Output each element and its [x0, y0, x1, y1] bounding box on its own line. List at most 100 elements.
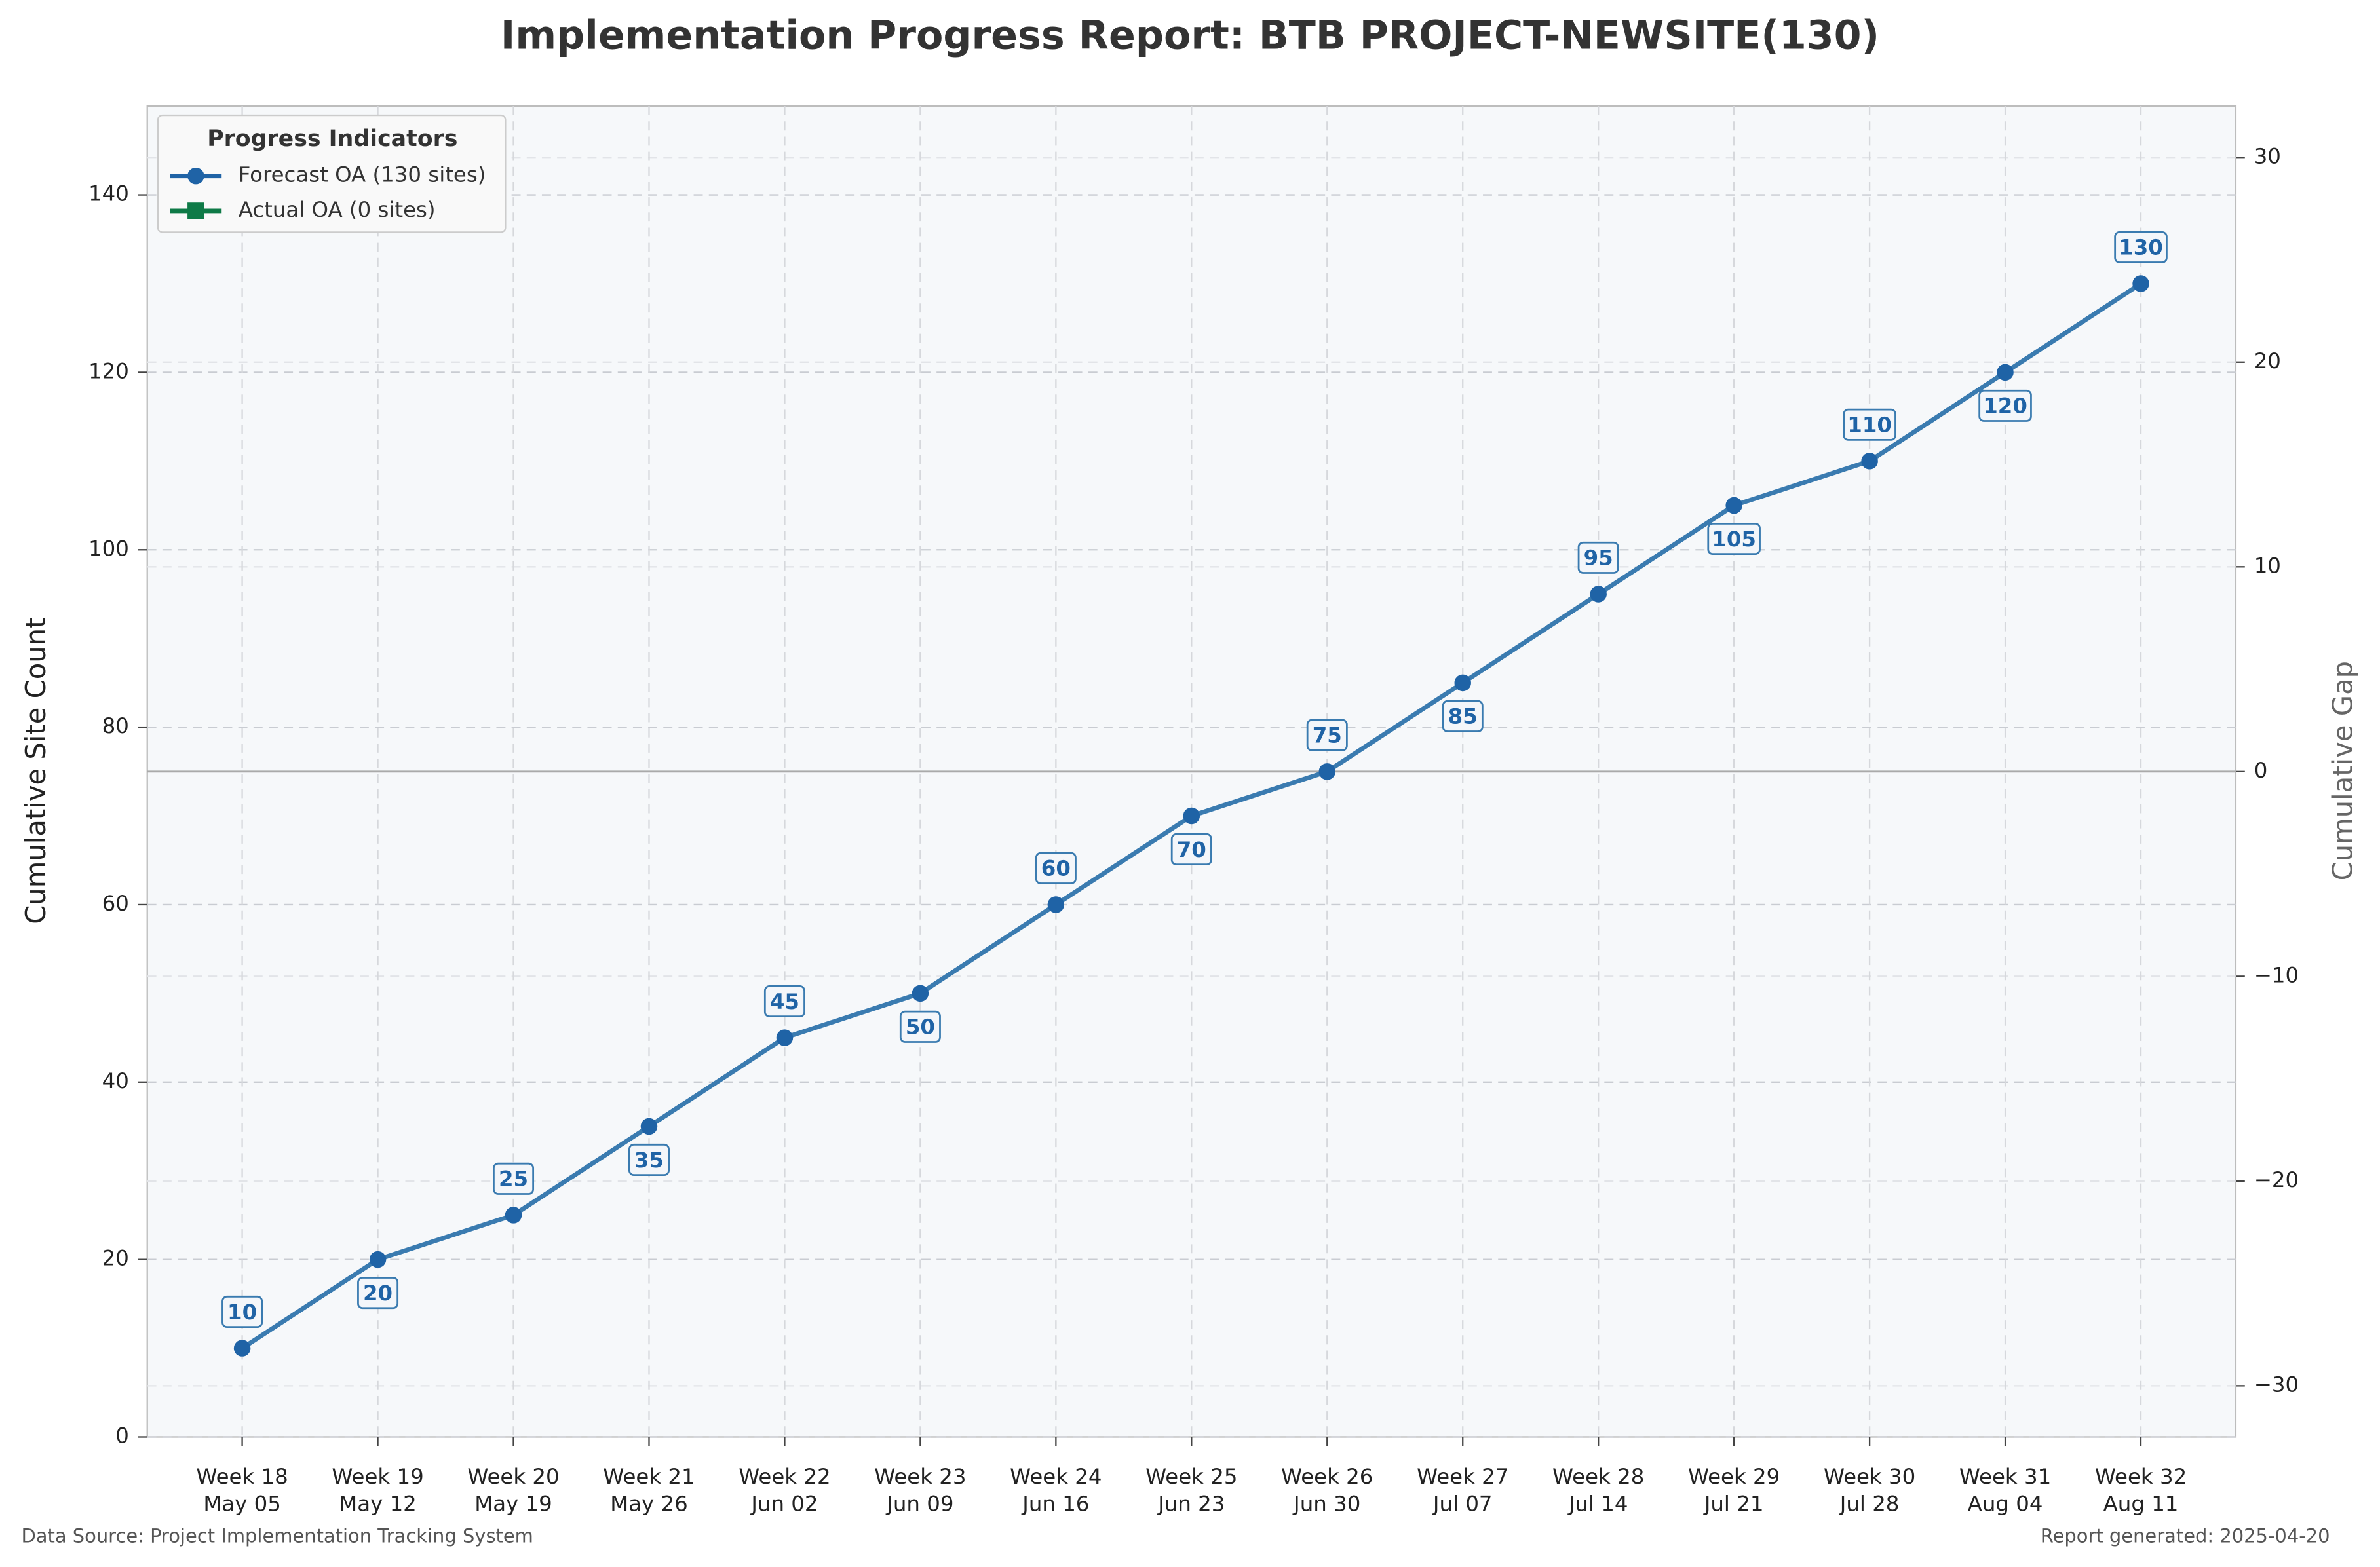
y2-tick-label: 30	[2254, 143, 2281, 168]
marks: 10 20 25 35 45 50 60 70 75 85 95 105 110 120 130	[221, 231, 2168, 1357]
grid: 0 20 40 60 80 100 120 140 −30 −20 −10 0 10 20 30 Week 1…	[88, 106, 2299, 1517]
x-tick-date: Jun 23	[1157, 1492, 1225, 1517]
legend-label: Forecast OA (130 sites)	[239, 162, 486, 187]
y2-tick-label: 0	[2254, 758, 2268, 783]
point	[776, 1029, 794, 1046]
y-tick-label: 120	[88, 358, 129, 383]
point	[1183, 807, 1200, 825]
x-tick-label: Week 25	[1145, 1464, 1237, 1489]
y2-tick-label: 20	[2254, 349, 2281, 373]
data-label: 85	[1448, 704, 1478, 729]
point	[233, 1340, 251, 1357]
x-tick-label: Week 22	[739, 1464, 830, 1489]
label-box	[221, 1295, 263, 1329]
y-tick-label: 100	[88, 536, 129, 561]
point	[369, 1251, 387, 1268]
x-tick-date: Jun 02	[750, 1492, 818, 1517]
x-tick-date: May 05	[203, 1492, 281, 1517]
point	[2132, 275, 2149, 292]
footer-source: Data Source: Project Implementation Trac…	[21, 1524, 533, 1547]
point	[1725, 497, 1742, 514]
legend-marker	[187, 167, 204, 185]
point	[1318, 763, 1336, 780]
y2-tick-label: 10	[2254, 553, 2281, 578]
y2-tick-label: −30	[2254, 1372, 2299, 1397]
data-label: 110	[1847, 413, 1892, 438]
point	[1861, 453, 1878, 470]
x-tick-date: Jun 30	[1292, 1492, 1360, 1517]
point	[1454, 674, 1471, 692]
label-box	[357, 1277, 399, 1310]
point	[505, 1207, 522, 1224]
footer-date: Report generated: 2025-04-20	[2041, 1524, 2330, 1547]
label-box	[899, 1010, 941, 1043]
data-label: 75	[1313, 723, 1342, 748]
label-box	[493, 1162, 535, 1195]
data-label: 10	[227, 1300, 257, 1325]
label-box	[1035, 852, 1077, 884]
y-tick-label: 20	[102, 1246, 129, 1271]
x-tick-date: Jul 14	[1567, 1492, 1628, 1517]
data-label: 105	[1712, 527, 1756, 552]
x-tick-label: Week 26	[1281, 1464, 1373, 1489]
data-label: 130	[2119, 235, 2163, 260]
label-box	[1707, 522, 1761, 556]
x-tick-label: Week 31	[1959, 1464, 2051, 1489]
x-tick-label: Week 18	[196, 1464, 288, 1489]
x-tick-label: Week 28	[1552, 1464, 1644, 1489]
data-label: 50	[906, 1015, 935, 1040]
x-tick-date: May 19	[474, 1492, 552, 1517]
legend-label: Actual OA (0 sites)	[239, 197, 436, 222]
x-tick-date: Aug 04	[1968, 1492, 2043, 1517]
label-box	[1978, 389, 2032, 422]
x-tick-label: Week 24	[1010, 1464, 1102, 1489]
point	[1590, 586, 1607, 603]
legend-box	[157, 114, 507, 233]
y2-axis-label: Cumulative Gap	[2327, 661, 2359, 881]
point	[912, 985, 929, 1002]
x-tick-label: Week 32	[2095, 1464, 2187, 1489]
y-tick-label: 40	[102, 1068, 129, 1093]
y-tick-label: 60	[102, 891, 129, 916]
y-tick-label: 80	[102, 713, 129, 738]
x-tick-label: Week 21	[603, 1464, 695, 1489]
x-tick-date: Jun 16	[1021, 1492, 1089, 1517]
y2-tick-label: −20	[2254, 1167, 2299, 1192]
x-tick-label: Week 30	[1824, 1464, 1915, 1489]
data-label: 35	[634, 1148, 664, 1173]
label-box	[1306, 719, 1348, 751]
data-label: 120	[1983, 394, 2027, 419]
x-tick-label: Week 29	[1688, 1464, 1780, 1489]
data-label: 60	[1041, 856, 1071, 881]
label-box	[1442, 700, 1484, 732]
chart-title: Implementation Progress Report: BTB PROJ…	[501, 13, 1879, 59]
data-label: 95	[1584, 546, 1613, 571]
label-box	[2114, 231, 2168, 263]
y-tick-label: 140	[88, 181, 129, 206]
label-box	[1170, 833, 1212, 866]
legend-marker	[187, 202, 204, 219]
y2-tick-label: −10	[2254, 962, 2299, 987]
x-tick-date: Jul 28	[1839, 1492, 1900, 1517]
legend-title: Progress Indicators	[207, 126, 457, 152]
point	[1047, 896, 1065, 913]
data-label: 20	[363, 1281, 393, 1306]
data-label: 25	[499, 1167, 528, 1192]
label-box	[763, 985, 805, 1018]
y-tick-label: 0	[115, 1423, 129, 1448]
label-box	[1843, 408, 1896, 441]
point	[1997, 364, 2014, 381]
data-label: 45	[770, 989, 799, 1014]
x-tick-label: Week 20	[467, 1464, 559, 1489]
x-tick-date: Jul 21	[1703, 1492, 1764, 1517]
legend: Progress Indicators Forecast OA (130 sit…	[157, 114, 507, 233]
x-tick-date: Jul 07	[1432, 1492, 1493, 1517]
x-tick-label: Week 27	[1417, 1464, 1508, 1489]
x-tick-label: Week 19	[332, 1464, 423, 1489]
x-tick-date: Jun 09	[885, 1492, 953, 1517]
x-tick-label: Week 23	[874, 1464, 966, 1489]
x-tick-date: May 26	[610, 1492, 688, 1517]
point	[640, 1118, 658, 1135]
y-axis-label: Cumulative Site Count	[20, 618, 52, 924]
